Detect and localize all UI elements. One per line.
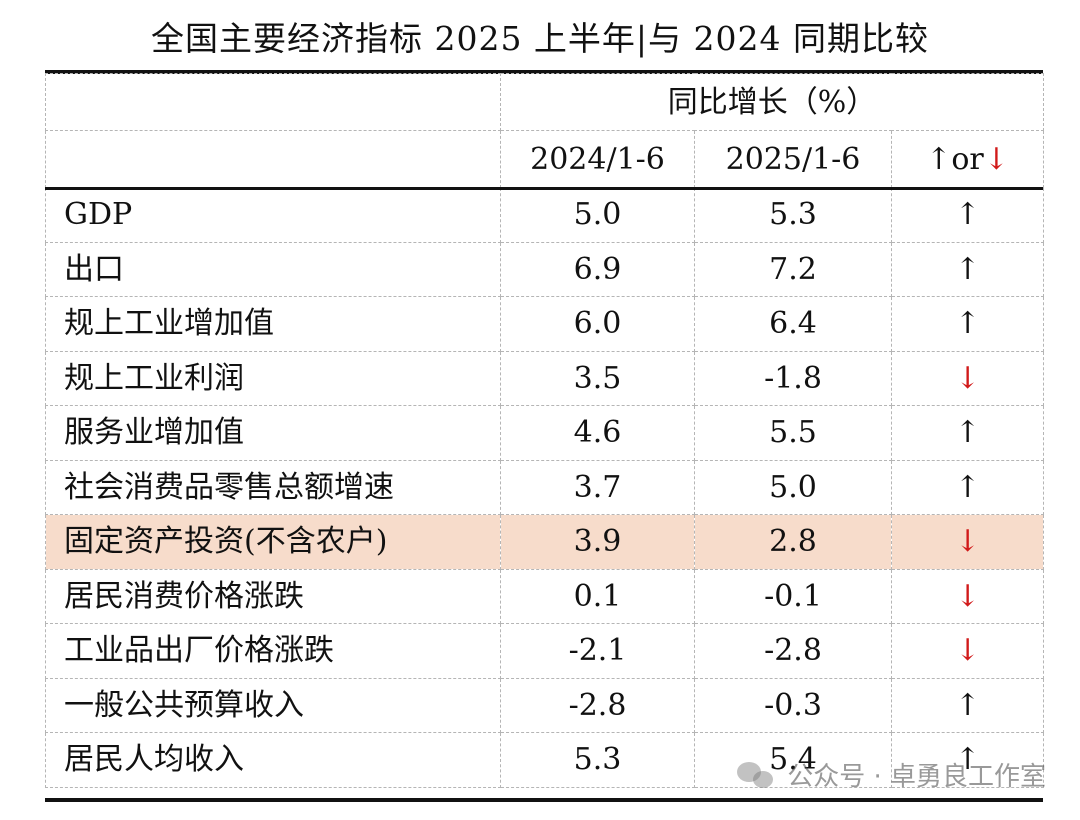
table-row: 居民消费价格涨跌 0.1 -0.1 ↓ (45, 568, 1045, 624)
header-empty-cell (45, 130, 501, 188)
direction-cell: ↑ (890, 405, 1045, 461)
indicator-name: 居民人均收入 (45, 732, 501, 788)
up-arrow-icon: ↑ (954, 197, 981, 233)
table-row: 固定资产投资(不含农户) 3.9 2.8 ↓ (45, 514, 1045, 570)
up-arrow-icon: ↑ (954, 415, 981, 451)
table-row: 一般公共预算收入 -2.8 -0.3 ↑ (45, 677, 1045, 733)
value-2025: 5.0 (694, 459, 892, 515)
header-col-2024: 2024/1-6 (500, 130, 695, 188)
direction-cell: ↑ (890, 296, 1045, 352)
value-2025: -2.8 (694, 623, 892, 679)
value-2024: -2.8 (500, 677, 695, 733)
down-arrow-icon: ↓ (954, 633, 981, 669)
value-2024: -2.1 (500, 623, 695, 679)
direction-cell: ↓ (890, 568, 1045, 624)
value-2024: 5.0 (500, 187, 695, 243)
header-empty-cell (45, 73, 501, 131)
indicator-name: 社会消费品零售总额增速 (45, 459, 501, 515)
value-2024: 4.6 (500, 405, 695, 461)
direction-cell: ↑ (890, 732, 1045, 788)
indicator-name: 固定资产投资(不含农户) (45, 514, 501, 570)
value-2024: 5.3 (500, 732, 695, 788)
header-group-label: 同比增长（%） (499, 73, 1045, 131)
value-2025: 5.3 (694, 187, 892, 243)
indicator-name: 一般公共预算收入 (45, 677, 501, 733)
down-arrow-icon: ↓ (954, 578, 981, 614)
direction-cell: ↑ (890, 187, 1045, 243)
up-arrow-icon: ↑ (954, 469, 981, 505)
wechat-logo-icon (737, 759, 777, 789)
down-arrow-icon: ↓ (954, 360, 981, 396)
value-2025: 6.4 (694, 296, 892, 352)
value-2025: 7.2 (694, 241, 892, 297)
indicator-name: 工业品出厂价格涨跌 (45, 623, 501, 679)
indicator-name: 规上工业增加值 (45, 296, 501, 352)
watermark: 公众号 · 卓勇良工作室 (737, 752, 1046, 796)
value-2024: 0.1 (500, 568, 695, 624)
indicator-name: 服务业增加值 (45, 405, 501, 461)
up-arrow-icon: ↑ (926, 141, 952, 177)
table-bottom-rule (45, 798, 1043, 802)
header-row-columns: 2024/1-6 2025/1-6 ↑or↓ (45, 130, 1045, 188)
direction-cell: ↓ (890, 514, 1045, 570)
header-row-group: 同比增长（%） (45, 73, 1045, 131)
table-row: 工业品出厂价格涨跌 -2.1 -2.8 ↓ (45, 623, 1045, 679)
up-arrow-icon: ↑ (954, 251, 981, 287)
value-2024: 3.7 (500, 459, 695, 515)
header-divider-rule (45, 187, 1043, 190)
indicator-name: 居民消费价格涨跌 (45, 568, 501, 624)
table-top-rule (45, 70, 1043, 74)
table-row: 服务业增加值 4.6 5.5 ↑ (45, 405, 1045, 461)
direction-cell: ↓ (890, 623, 1045, 679)
value-2024: 3.5 (500, 350, 695, 406)
down-arrow-icon: ↓ (983, 141, 1009, 177)
value-2025: 5.4 (694, 732, 892, 788)
table-row: 规上工业增加值 6.0 6.4 ↑ (45, 296, 1045, 352)
up-arrow-icon: ↑ (954, 742, 981, 778)
or-label: or (951, 141, 984, 177)
up-arrow-icon: ↑ (954, 687, 981, 723)
indicator-table: 同比增长（%） 2024/1-6 2025/1-6 ↑or↓ GDP 5.0 5.3… (45, 73, 1045, 788)
watermark-text: 公众号 · 卓勇良工作室 (787, 761, 1046, 792)
value-2024: 3.9 (500, 514, 695, 570)
header-col-2025: 2025/1-6 (694, 130, 892, 188)
value-2024: 6.0 (500, 296, 695, 352)
page-title: 全国主要经济指标 2025 上半年|与 2024 同期比较 (150, 19, 930, 58)
indicator-name: 出口 (45, 241, 501, 297)
table-row: 居民人均收入 5.3 5.4 ↑ (45, 732, 1045, 788)
down-arrow-icon: ↓ (954, 524, 981, 560)
table-row: 社会消费品零售总额增速 3.7 5.0 ↑ (45, 459, 1045, 515)
value-2025: 5.5 (694, 405, 892, 461)
direction-cell: ↓ (890, 350, 1045, 406)
value-2025: 2.8 (694, 514, 892, 570)
header-col-direction: ↑or↓ (890, 130, 1045, 188)
direction-cell: ↑ (890, 677, 1045, 733)
table-row: GDP 5.0 5.3 ↑ (45, 187, 1045, 243)
indicator-name: 规上工业利润 (45, 350, 501, 406)
up-arrow-icon: ↑ (954, 306, 981, 342)
value-2025: -0.3 (694, 677, 892, 733)
value-2025: -0.1 (694, 568, 892, 624)
value-2025: -1.8 (694, 350, 892, 406)
indicator-name: GDP (45, 187, 501, 243)
direction-cell: ↑ (890, 459, 1045, 515)
table-row: 出口 6.9 7.2 ↑ (45, 241, 1045, 297)
value-2024: 6.9 (500, 241, 695, 297)
table-row: 规上工业利润 3.5 -1.8 ↓ (45, 350, 1045, 406)
direction-cell: ↑ (890, 241, 1045, 297)
